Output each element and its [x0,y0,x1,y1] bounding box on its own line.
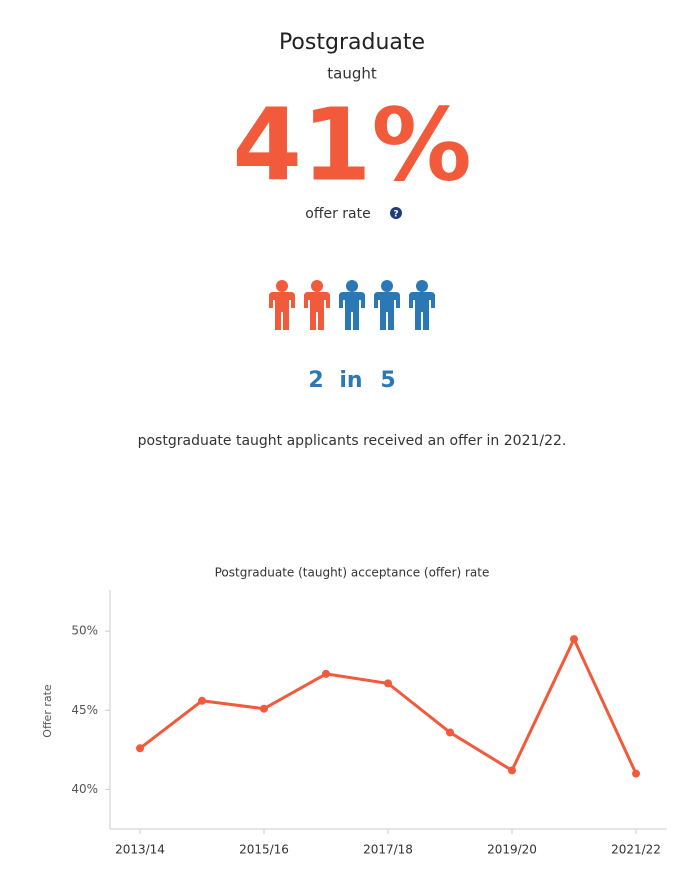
x-tick-label: 2017/18 [363,843,413,857]
people-icons [269,280,435,330]
ratio-connector: in [339,368,362,393]
x-tick-label: 2021/22 [611,843,661,857]
point [198,696,206,705]
line [139,637,638,775]
point [136,744,144,753]
person-body [409,292,435,330]
chart-title: Postgraduate (taught) acceptance (offer)… [215,566,490,580]
person-body [269,292,295,330]
x-tick-label: 2015/16 [239,843,289,857]
y-tick-label: 50% [71,624,98,638]
person-head [346,280,358,292]
ratio-total: 5 [380,368,395,393]
person-body [304,292,330,330]
person-icon [374,280,400,330]
person-icon [304,280,330,330]
ratio-offered: 2 [308,368,323,393]
point [446,728,454,737]
person-icon [269,280,295,330]
stat: 41% [232,86,471,203]
person-head [381,280,393,292]
point [570,635,578,644]
person-head [416,280,428,292]
person-head [311,280,323,292]
point [508,766,516,775]
person-head [276,280,288,292]
y-tick-label: 45% [71,703,98,717]
x-tick-label: 2013/14 [115,843,165,857]
stat-label: offer rate [305,206,370,222]
subtitle: taught [327,65,377,83]
x-tick-label: 2019/20 [487,843,537,857]
person-body [339,292,365,330]
person-body [374,292,400,330]
help-icon[interactable]: ? [390,207,402,220]
person-icon [409,280,435,330]
point [260,704,268,713]
point [322,669,330,678]
title: Postgraduate [279,30,425,55]
description: postgraduate taught applicants received … [138,433,567,449]
svg-text:?: ? [393,210,398,220]
point [632,769,640,778]
y-axis-label: Offer rate [41,684,54,738]
person-icon [339,280,365,330]
point [384,679,392,688]
y-tick-label: 40% [71,782,98,796]
chart: 40% 45% 50% 2013/14 2015/16 2017/18 2019/20 202… [71,590,667,857]
